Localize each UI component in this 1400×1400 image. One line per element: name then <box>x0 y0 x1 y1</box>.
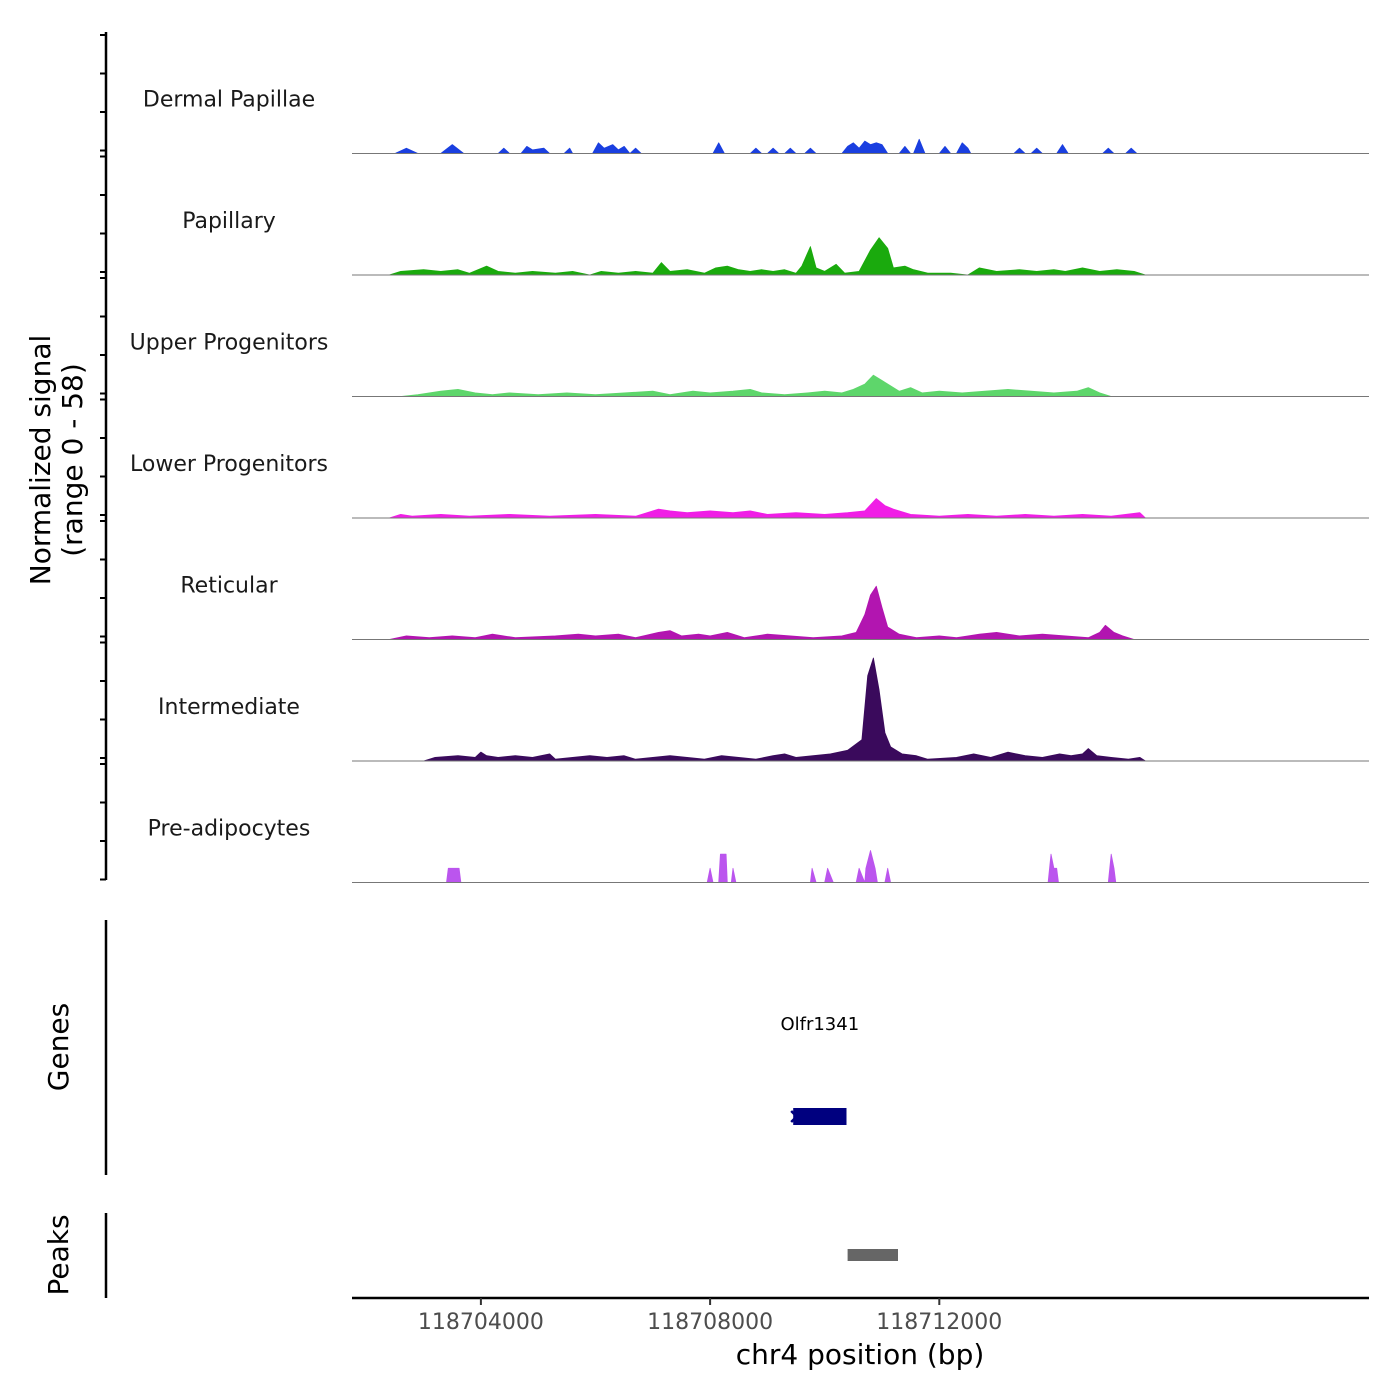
track-label-dermal-papillae: Dermal Papillae <box>143 88 315 113</box>
gene-label-olfr1341: Olfr1341 <box>780 1014 859 1035</box>
track-label-reticular: Reticular <box>180 574 278 599</box>
peak-bar-1 <box>847 1249 898 1261</box>
peaks-group <box>847 1249 898 1261</box>
genes-panel-label: Genes <box>42 1003 75 1091</box>
genes-group: Olfr1341 <box>780 1014 859 1125</box>
coverage-area-papillary <box>388 237 1146 276</box>
track-label-lower-progenitors: Lower Progenitors <box>130 452 328 477</box>
x-tick-label: 118708000 <box>647 1310 773 1335</box>
gene-strand-arrow-olfr1341 <box>790 1110 801 1123</box>
x-axis-ticks: 118704000 118708000 118712000 <box>418 1298 1002 1335</box>
track-label-pre-adipocytes: Pre-adipocytes <box>148 817 311 842</box>
track-label-papillary: Papillary <box>182 209 276 234</box>
tracks-group: Dermal Papillae Papillary Upper Progenitor… <box>130 88 1369 883</box>
coverage-area-intermediate <box>423 657 1146 762</box>
track-label-upper-progenitors: Upper Progenitors <box>130 331 329 356</box>
y-axis-ticks <box>100 34 106 881</box>
y-axis-label-line1: Normalized signal <box>24 335 57 586</box>
x-tick-label: 118704000 <box>418 1310 544 1335</box>
x-tick-label: 118712000 <box>876 1310 1002 1335</box>
coverage-area-upper-progenitors <box>400 374 1112 397</box>
x-axis-label: chr4 position (bp) <box>736 1338 985 1371</box>
peaks-panel-label: Peaks <box>42 1214 75 1295</box>
coverage-area-reticular <box>388 585 1146 640</box>
gene-body-olfr1341 <box>793 1108 847 1125</box>
y-axis-label-line2: (range 0 - 58) <box>56 363 89 557</box>
coverage-area-dermal-papillae <box>394 138 1138 154</box>
coverage-area-lower-progenitors <box>388 498 1146 519</box>
coverage-area-pre-adipocytes <box>446 850 1117 883</box>
track-label-intermediate: Intermediate <box>158 695 300 720</box>
